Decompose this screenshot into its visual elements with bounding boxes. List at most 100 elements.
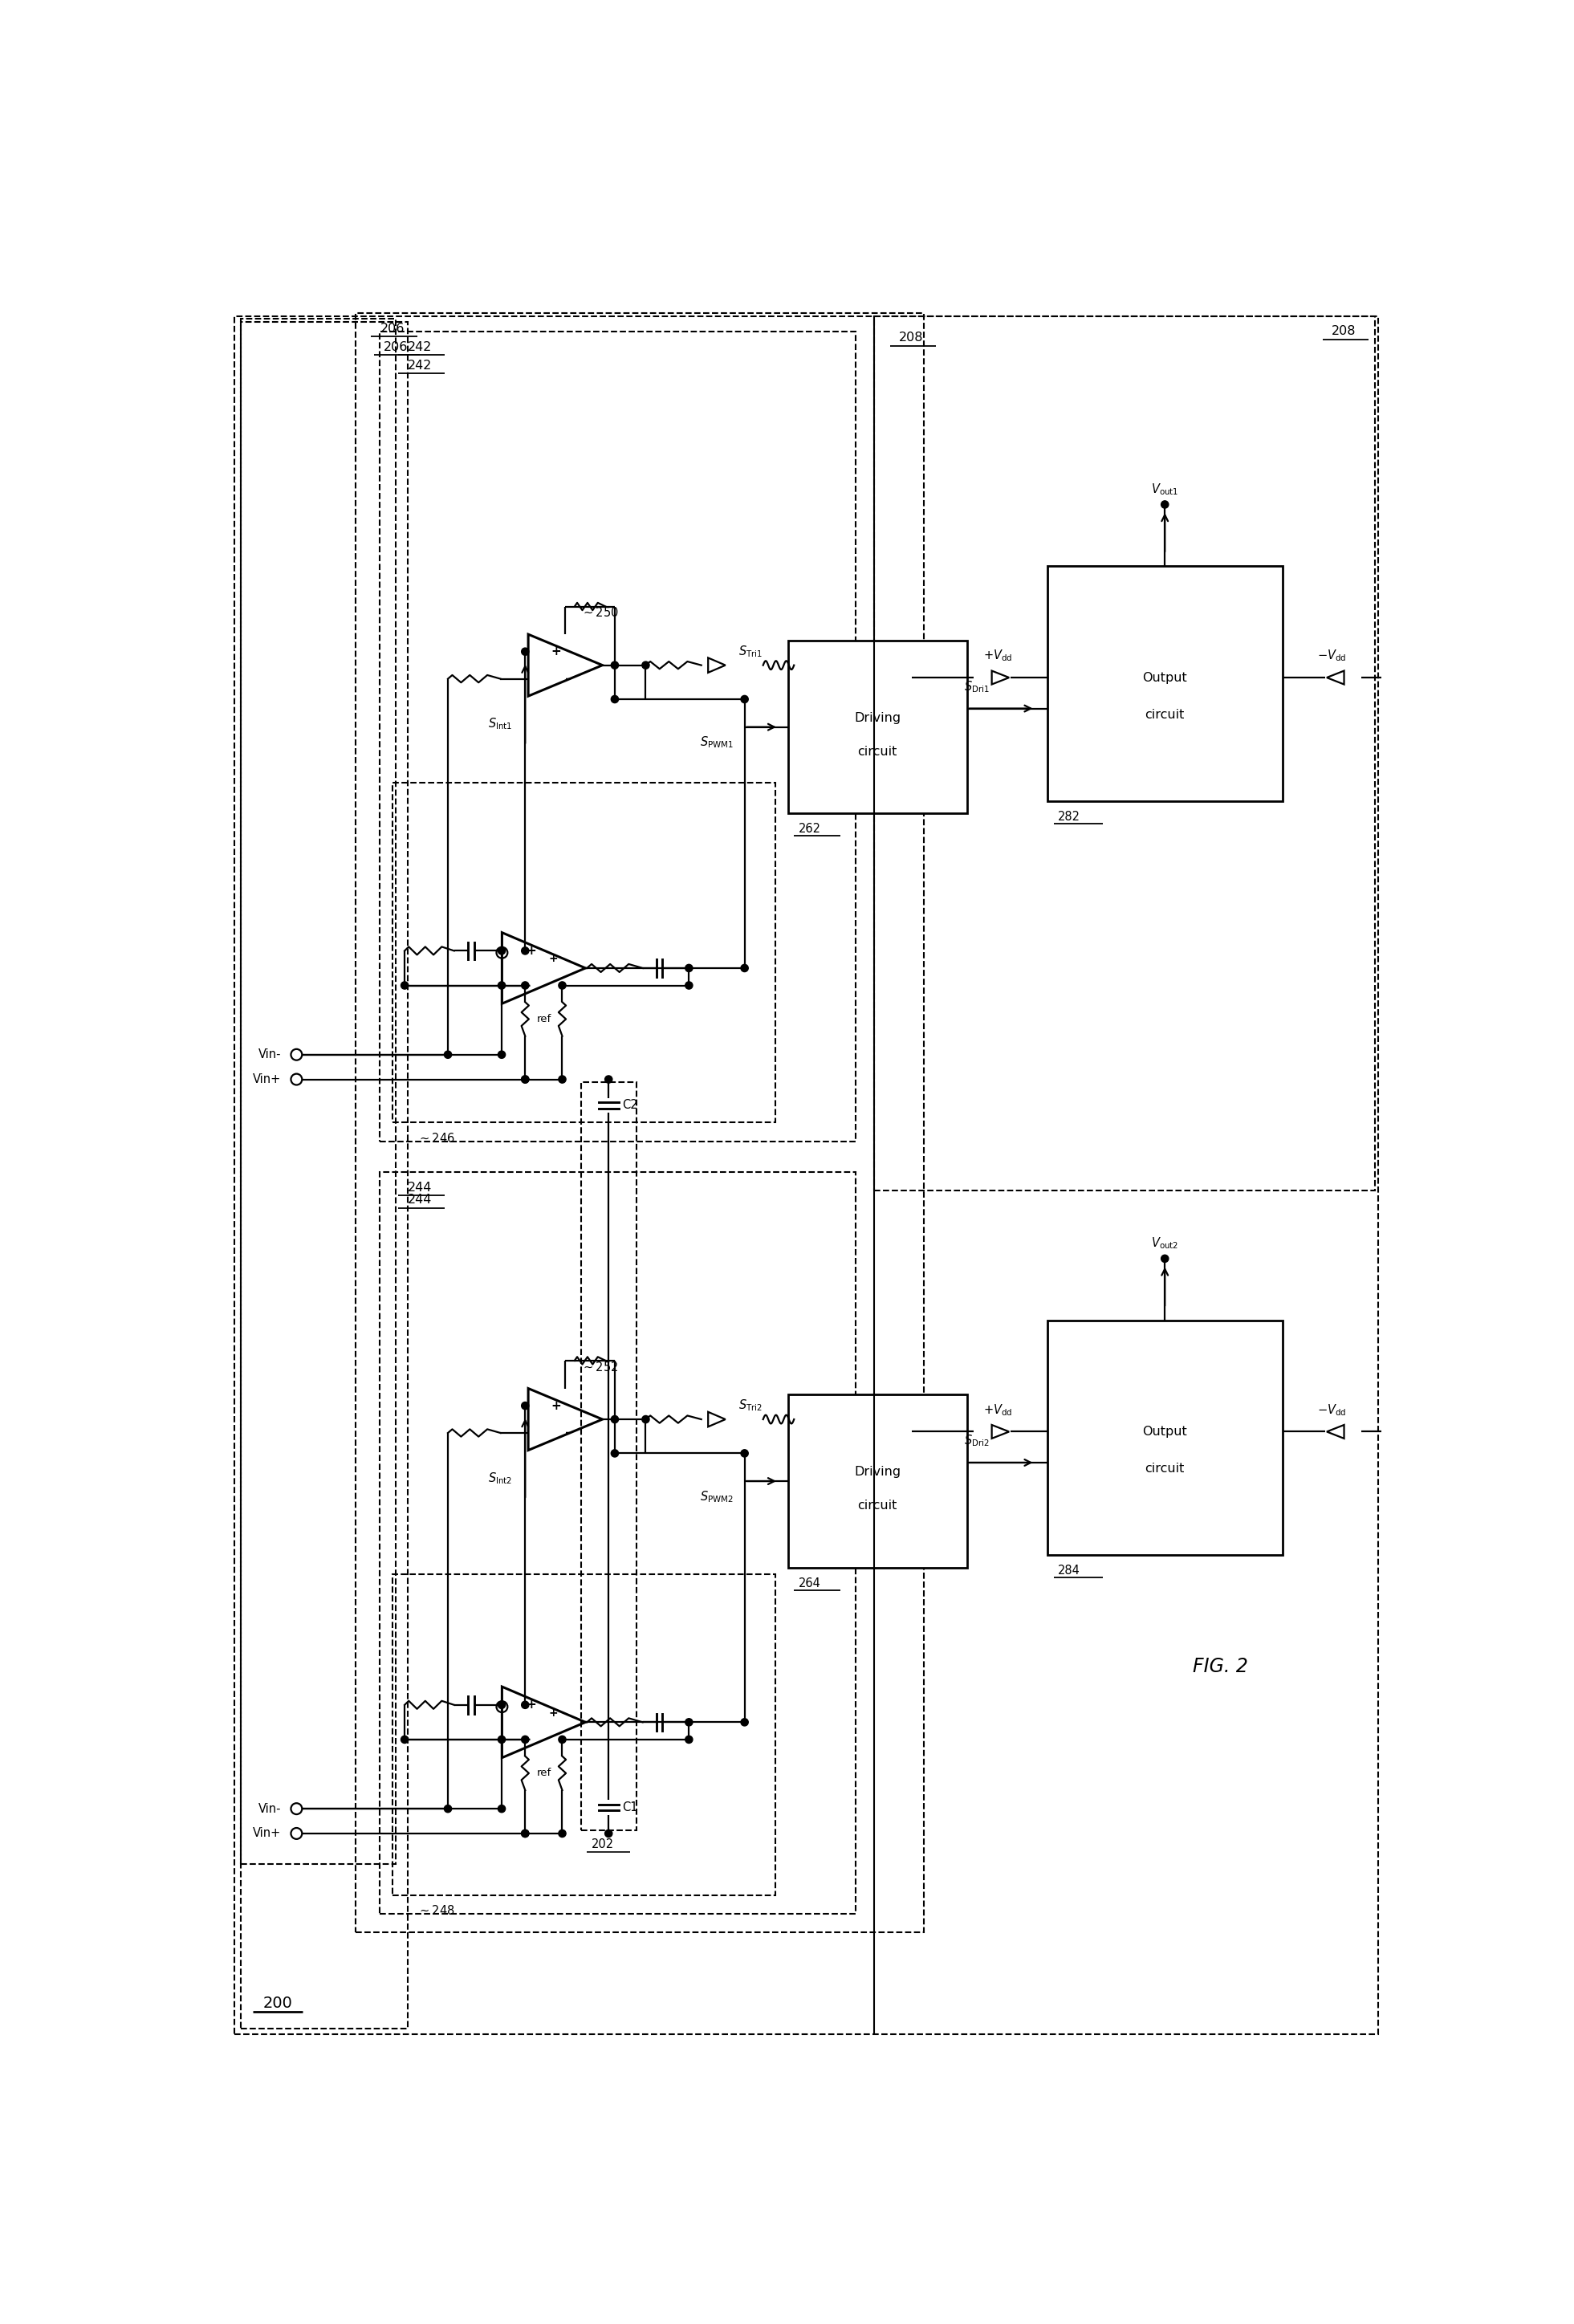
Text: $-V_{\rm dd}$: $-V_{\rm dd}$: [1317, 1404, 1346, 1418]
Text: $\sim$250: $\sim$250: [581, 607, 619, 618]
Bar: [1047, 567, 1283, 802]
Text: Vin-: Vin-: [258, 1803, 282, 1815]
Text: +: +: [551, 1399, 562, 1411]
Circle shape: [521, 1829, 529, 1838]
Circle shape: [611, 695, 619, 702]
Circle shape: [521, 1736, 529, 1743]
Text: -: -: [565, 1425, 571, 1441]
Circle shape: [444, 1050, 452, 1057]
Text: $\sim$246: $\sim$246: [417, 1132, 455, 1143]
Circle shape: [741, 695, 748, 702]
Text: 284: 284: [1058, 1564, 1080, 1576]
Bar: [379, 332, 856, 1141]
Circle shape: [685, 981, 693, 990]
Text: -: -: [565, 672, 571, 686]
Text: Driving: Driving: [855, 711, 900, 723]
Text: circuit: circuit: [1144, 709, 1185, 720]
Text: $\sim$248: $\sim$248: [417, 1903, 455, 1917]
Text: 208: 208: [1332, 325, 1357, 337]
Text: circuit: circuit: [1144, 1462, 1185, 1476]
Circle shape: [497, 1736, 505, 1743]
Text: $\sim$252: $\sim$252: [581, 1360, 619, 1373]
Text: C2: C2: [622, 1099, 637, 1111]
Text: 244: 244: [408, 1181, 433, 1195]
Bar: [392, 783, 776, 1122]
Text: Vin+: Vin+: [253, 1074, 282, 1085]
Text: 242: 242: [408, 342, 433, 353]
Circle shape: [685, 964, 693, 971]
Text: 208: 208: [899, 332, 924, 344]
Bar: [1047, 1320, 1283, 1555]
Circle shape: [521, 1829, 529, 1838]
Text: +: +: [526, 1699, 537, 1710]
Text: ref: ref: [537, 1769, 551, 1778]
Text: $S_{\rm Tri1}$: $S_{\rm Tri1}$: [738, 644, 763, 660]
Text: $S_{\rm Dri1}$: $S_{\rm Dri1}$: [963, 679, 988, 695]
Circle shape: [521, 948, 529, 955]
Text: $S_{\rm Dri2}$: $S_{\rm Dri2}$: [963, 1434, 988, 1448]
Circle shape: [1162, 500, 1168, 509]
Bar: [379, 1171, 856, 1915]
Text: $-V_{\rm dd}$: $-V_{\rm dd}$: [1317, 648, 1346, 662]
Text: -: -: [526, 978, 532, 992]
Circle shape: [521, 1076, 529, 1083]
Bar: [789, 1394, 966, 1569]
Circle shape: [741, 1450, 748, 1457]
Text: circuit: circuit: [858, 1499, 897, 1513]
Circle shape: [521, 648, 529, 655]
Text: Output: Output: [1143, 1425, 1187, 1439]
Circle shape: [741, 964, 748, 971]
Circle shape: [1162, 1255, 1168, 1262]
Text: Driving: Driving: [855, 1466, 900, 1478]
Bar: [241, 318, 395, 1864]
Text: $V_{\rm out1}$: $V_{\rm out1}$: [1151, 481, 1179, 497]
Text: Vin-: Vin-: [258, 1048, 282, 1060]
Bar: [874, 316, 1376, 1190]
Circle shape: [604, 1829, 612, 1838]
Circle shape: [497, 1806, 505, 1813]
Circle shape: [521, 981, 529, 990]
Text: 202: 202: [592, 1838, 614, 1850]
Bar: [392, 1573, 776, 1896]
Circle shape: [611, 662, 619, 669]
Circle shape: [604, 1076, 612, 1083]
Circle shape: [521, 1701, 529, 1708]
Circle shape: [401, 1736, 408, 1743]
Text: 200: 200: [263, 1996, 293, 2010]
Text: $V_{\rm out2}$: $V_{\rm out2}$: [1151, 1236, 1179, 1250]
Bar: [356, 314, 924, 1931]
Circle shape: [685, 1736, 693, 1743]
Circle shape: [559, 1076, 567, 1083]
Text: C1: C1: [622, 1801, 637, 1813]
Text: 264: 264: [798, 1578, 820, 1590]
Bar: [789, 641, 966, 813]
Circle shape: [642, 1415, 650, 1422]
Text: $S_{\rm Tri2}$: $S_{\rm Tri2}$: [738, 1399, 763, 1413]
Text: 242: 242: [408, 360, 433, 372]
Circle shape: [611, 1415, 619, 1422]
Text: $S_{\rm PWM2}$: $S_{\rm PWM2}$: [700, 1490, 733, 1504]
Text: +: +: [548, 953, 557, 964]
Circle shape: [497, 981, 505, 990]
Text: $S_{\rm Int1}$: $S_{\rm Int1}$: [488, 716, 513, 732]
Circle shape: [497, 1050, 505, 1057]
Circle shape: [521, 1401, 529, 1408]
Circle shape: [401, 981, 408, 990]
Text: +: +: [526, 946, 537, 957]
Circle shape: [559, 981, 567, 990]
Bar: [581, 1083, 636, 1831]
Text: 282: 282: [1058, 811, 1080, 823]
Circle shape: [559, 1736, 567, 1743]
Text: $S_{\rm Int2}$: $S_{\rm Int2}$: [488, 1471, 513, 1485]
Circle shape: [685, 1717, 693, 1727]
Text: $+V_{\rm dd}$: $+V_{\rm dd}$: [984, 648, 1012, 662]
Text: $+V_{\rm dd}$: $+V_{\rm dd}$: [984, 1404, 1012, 1418]
Circle shape: [642, 662, 650, 669]
Text: 206: 206: [379, 323, 405, 335]
Circle shape: [497, 948, 505, 955]
Text: circuit: circuit: [858, 746, 897, 758]
Text: $S_{\rm PWM1}$: $S_{\rm PWM1}$: [700, 734, 733, 751]
Circle shape: [521, 1076, 529, 1083]
Circle shape: [611, 1450, 619, 1457]
Bar: [241, 323, 408, 2029]
